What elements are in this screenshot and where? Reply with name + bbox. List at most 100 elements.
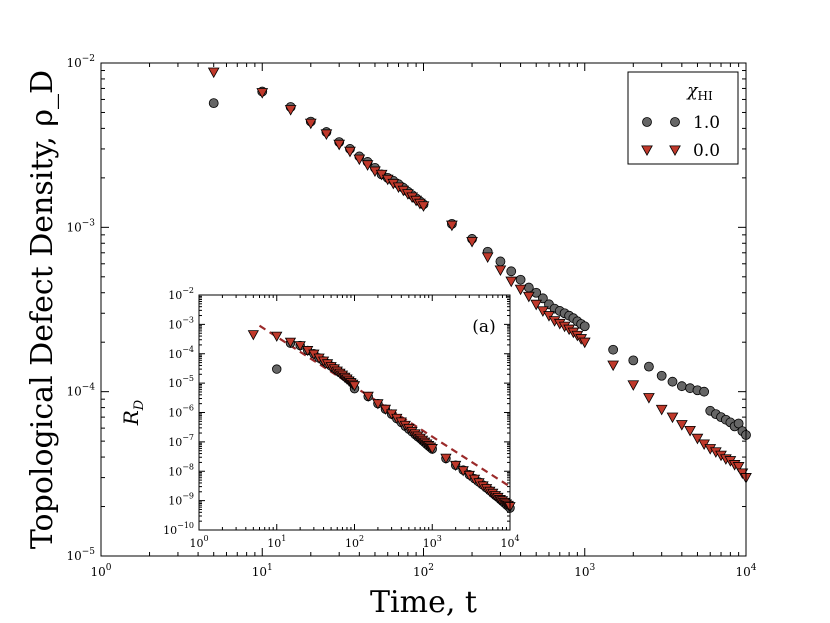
inset-y-tick-exp: −7: [182, 433, 194, 442]
main-point-triangle: [333, 139, 346, 151]
main-point-triangle: [543, 311, 555, 322]
inset-annotation: (a): [472, 317, 495, 337]
inset-x-tick-label: 104: [500, 534, 519, 550]
main-point-triangle: [643, 393, 655, 404]
main-x-tick-base: 10: [252, 565, 267, 579]
main-point-triangle: [655, 404, 668, 416]
main-point-triangle: [466, 236, 478, 248]
inset-y-axis-title: RD: [119, 399, 147, 426]
main-x-tick-base: 10: [574, 565, 589, 579]
main-point-triangle: [691, 433, 704, 445]
inset-x-tick-exp: 4: [514, 534, 519, 543]
inset-point-triangle: [284, 337, 297, 348]
inset-y-tick-base: 10: [168, 348, 182, 361]
main-point-triangle: [505, 276, 518, 288]
inset-point-triangle: [271, 331, 283, 342]
main-y-tick-base: 10: [66, 549, 81, 563]
main-x-tick-base: 10: [90, 565, 105, 579]
main-point-triangle: [417, 201, 430, 212]
main-y-tick-label: 10−3: [66, 218, 95, 234]
main-x-tick-exp: 4: [751, 563, 757, 573]
inset-y-tick-base: 10: [168, 436, 182, 449]
legend-title-subscript: HI: [698, 89, 713, 103]
legend-marker-circle: [642, 117, 652, 127]
main-point-circle: [495, 256, 506, 267]
main-y-tick-label: 10−2: [66, 54, 95, 70]
inset-y-tick-exp: −8: [182, 462, 194, 471]
legend-title: χHI: [686, 81, 713, 103]
inset-x-tick-label: 103: [423, 534, 442, 550]
main-point-triangle: [481, 252, 494, 263]
inset-y-tick-exp: −4: [182, 345, 194, 354]
main-frame: [100, 62, 747, 557]
main-series-0-0: [207, 67, 752, 484]
main-point-circle: [676, 381, 687, 392]
main-x-tick-label: 103: [574, 563, 595, 579]
inset-x-tick-exp: 3: [437, 534, 442, 543]
main-point-circle: [644, 361, 654, 372]
legend-marker-triangle: [669, 145, 681, 157]
main-x-tick-label: 101: [252, 563, 273, 579]
main-x-tick-exp: 2: [428, 563, 434, 573]
inset-y-tick-label: 10−5: [168, 374, 194, 390]
main-point-triangle: [578, 337, 591, 349]
main-y-tick-exp: −3: [82, 218, 96, 228]
main-point-circle: [579, 321, 590, 332]
main-point-circle: [667, 376, 678, 387]
inset-y-tick-base: 10: [168, 289, 182, 302]
main-point-triangle: [732, 462, 745, 473]
inset-x-tick-exp: 0: [203, 534, 208, 543]
main-point-triangle: [344, 146, 356, 158]
main-point-triangle: [207, 67, 220, 79]
inset-y-tick-label: 10−7: [168, 433, 194, 449]
main-point-circle: [608, 344, 619, 355]
inset-y-tick-label: 10−8: [168, 462, 194, 478]
main-point-circle: [208, 98, 219, 109]
main-y-tick-exp: −2: [82, 54, 95, 64]
inset-series-0-0: [247, 330, 516, 513]
main-x-tick-label: 104: [735, 563, 756, 579]
main-point-triangle: [446, 220, 458, 232]
inset-y-axis-subscript: D: [132, 399, 147, 411]
main-point-circle: [628, 355, 639, 366]
main-x-tick-exp: 0: [106, 563, 112, 573]
inset-y-tick-exp: −2: [182, 286, 194, 295]
main-point-triangle: [494, 265, 507, 276]
main-y-tick-exp: −4: [82, 383, 96, 393]
main-point-triangle: [522, 291, 535, 303]
inset-x-tick-base: 10: [500, 537, 514, 550]
inset-y-tick-exp: −10: [177, 521, 194, 530]
main-y-tick-label: 10−5: [66, 547, 95, 563]
inset-y-tick-label: 10−9: [168, 492, 194, 508]
main-point-triangle: [627, 380, 640, 391]
main-y-tick-exp: −5: [82, 547, 96, 557]
main-y-tick-base: 10: [66, 56, 81, 70]
inset-y-tick-base: 10: [168, 495, 182, 508]
inset-chart: 100 101 102 103 10410−1010−910−810−710−610−5…: [119, 286, 520, 550]
main-x-axis-title: Time, t: [370, 585, 477, 620]
main-point-triangle: [514, 284, 527, 296]
main-point-triangle: [607, 360, 619, 372]
legend-entry-label: 1.0: [693, 113, 720, 133]
inset-y-tick-base: 10: [168, 465, 182, 478]
main-x-tick-label: 102: [413, 563, 434, 579]
inset-point-triangle: [426, 444, 438, 455]
main-point-circle: [515, 274, 526, 285]
main-point-triangle: [304, 118, 317, 130]
main-point-triangle: [284, 105, 297, 116]
main-point-circle: [699, 386, 710, 397]
inset-x-tick-label: 101: [267, 534, 286, 550]
legend: χHI 1.0 0.0: [627, 71, 739, 165]
legend-title-symbol: χ: [686, 81, 699, 101]
inset-y-tick-label: 10−6: [168, 404, 194, 420]
main-point-triangle: [530, 299, 543, 311]
inset-y-tick-exp: −3: [182, 315, 194, 324]
main-x-tick-base: 10: [735, 565, 750, 579]
inset-y-tick-label: 10−2: [168, 286, 194, 302]
inset-point-triangle: [247, 330, 259, 341]
main-point-circle: [506, 266, 517, 277]
inset-plot-area: [199, 295, 510, 530]
inset-y-tick-base: 10: [168, 407, 182, 420]
main-point-triangle: [353, 154, 366, 166]
